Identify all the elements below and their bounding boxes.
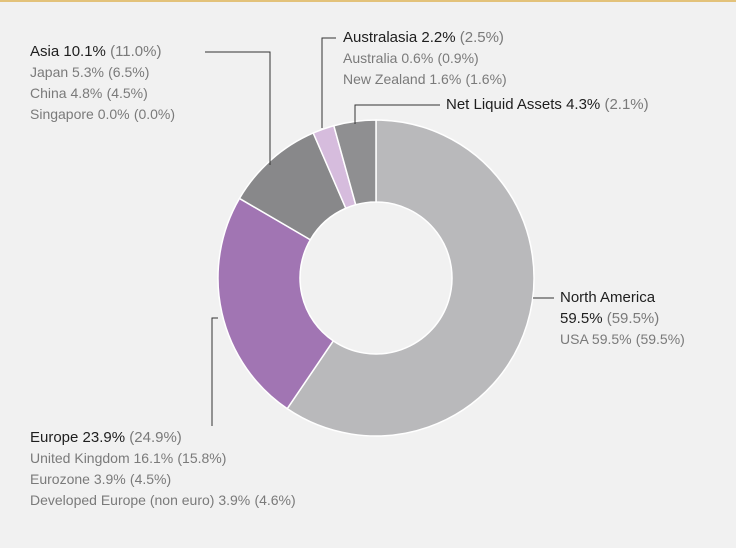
segment-label: Net Liquid Assets 4.3% (2.1%)	[446, 96, 649, 113]
breakdown-prior: (6.5%)	[108, 64, 149, 80]
breakdown-prior: (0.0%)	[134, 106, 175, 122]
category-label: Asia	[30, 43, 60, 60]
breakdown-line: New Zealand 1.6% (1.6%)	[343, 71, 507, 88]
breakdown-prior: (0.9%)	[437, 50, 478, 66]
value-label: 59.5%	[560, 310, 603, 327]
value-label: 10.1%	[63, 43, 106, 60]
donut-segment	[332, 119, 377, 206]
leader-line	[211, 317, 218, 426]
value-label-group: 59.5% (59.5%)	[560, 310, 659, 327]
prior-label: (2.1%)	[604, 96, 648, 113]
breakdown-prior: (15.8%)	[177, 450, 226, 466]
breakdown-name: Singapore 0.0%	[30, 106, 130, 122]
prior-label: (2.5%)	[460, 29, 504, 46]
breakdown-line: Singapore 0.0% (0.0%)	[30, 106, 175, 123]
breakdown-prior: (4.5%)	[107, 85, 148, 101]
breakdown-prior: (59.5%)	[636, 331, 685, 347]
leader-line	[321, 37, 336, 128]
breakdown-line: Japan 5.3% (6.5%)	[30, 64, 149, 81]
breakdown-line: Australia 0.6% (0.9%)	[343, 50, 479, 67]
segment-label: Asia 10.1% (11.0%)	[30, 43, 162, 60]
value-label: 4.3%	[566, 96, 600, 113]
prior-label: (59.5%)	[607, 310, 660, 327]
breakdown-prior: (4.5%)	[130, 471, 171, 487]
breakdown-line: China 4.8% (4.5%)	[30, 85, 148, 102]
breakdown-name: China 4.8%	[30, 85, 102, 101]
value-label: 23.9%	[83, 429, 126, 446]
top-border	[0, 0, 736, 2]
segment-label: Australasia 2.2% (2.5%)	[343, 29, 504, 46]
category-label: Net Liquid Assets	[446, 96, 562, 113]
breakdown-name: United Kingdom 16.1%	[30, 450, 173, 466]
breakdown-name: USA 59.5%	[560, 331, 632, 347]
category-label: Australasia	[343, 29, 418, 46]
prior-label: (11.0%)	[110, 43, 161, 60]
prior-label: (24.9%)	[129, 429, 182, 446]
value-label: 2.2%	[421, 29, 455, 46]
donut-segment	[286, 119, 535, 437]
breakdown-line: Developed Europe (non euro) 3.9% (4.6%)	[30, 492, 296, 509]
breakdown-name: Japan 5.3%	[30, 64, 104, 80]
breakdown-line: Eurozone 3.9% (4.5%)	[30, 471, 171, 488]
segment-label: Europe 23.9% (24.9%)	[30, 429, 182, 446]
donut-segment	[217, 197, 335, 410]
breakdown-name: Eurozone 3.9%	[30, 471, 126, 487]
breakdown-name: Australia 0.6%	[343, 50, 433, 66]
category-label: North America	[560, 289, 656, 306]
leader-line	[205, 51, 271, 165]
breakdown-line: USA 59.5% (59.5%)	[560, 331, 685, 348]
category-label: Europe	[30, 429, 78, 446]
breakdown-prior: (4.6%)	[254, 492, 295, 508]
leader-line	[354, 104, 440, 124]
breakdown-prior: (1.6%)	[465, 71, 506, 87]
breakdown-name: New Zealand 1.6%	[343, 71, 461, 87]
breakdown-name: Developed Europe (non euro) 3.9%	[30, 492, 250, 508]
breakdown-line: United Kingdom 16.1% (15.8%)	[30, 450, 226, 467]
